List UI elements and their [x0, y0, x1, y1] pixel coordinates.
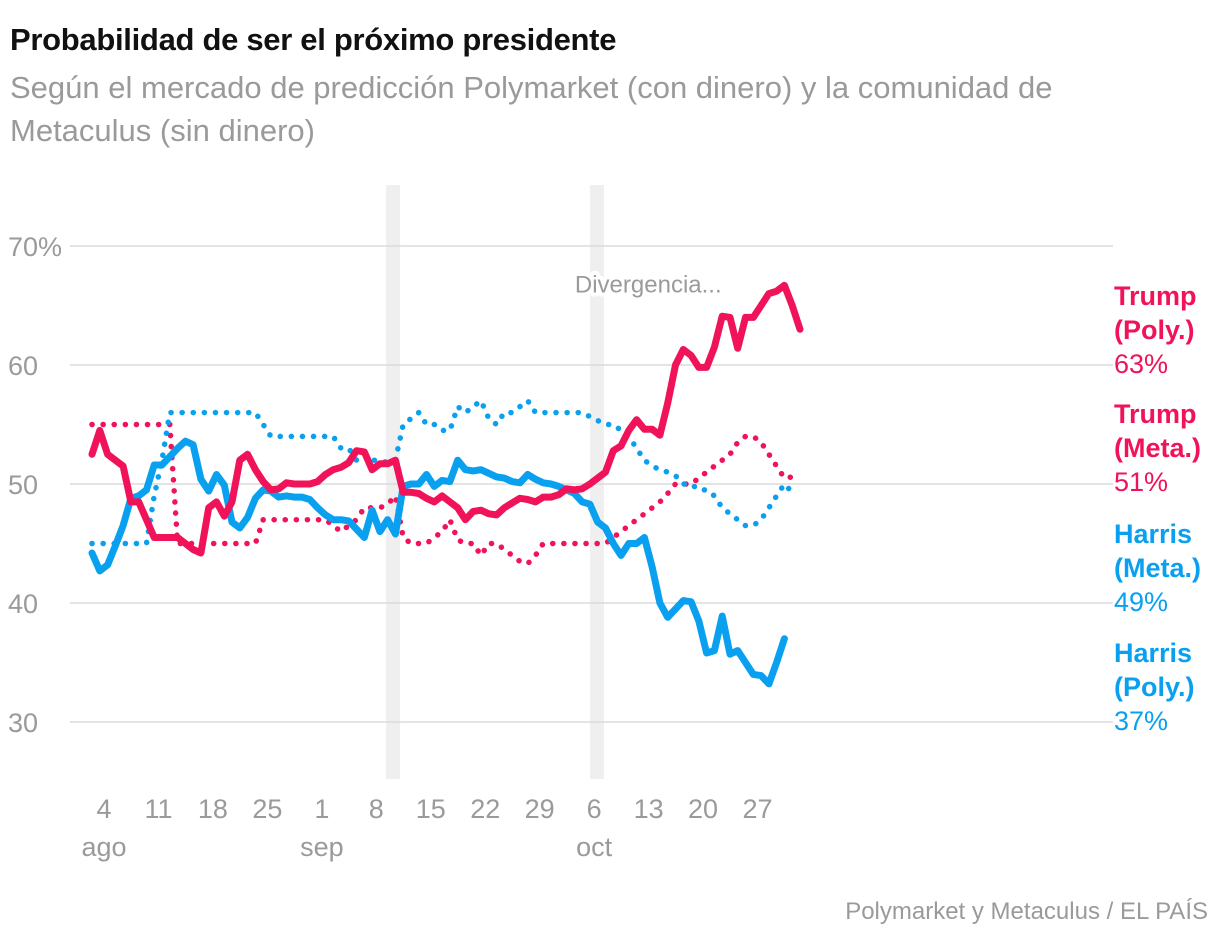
series-line-harris-meta — [89, 397, 795, 547]
y-tick-label: 70% — [8, 232, 62, 262]
annotation-layer: Divergencia... — [571, 267, 726, 302]
series-line-trump-poly — [88, 281, 804, 557]
label-trump-poly: Trump (Poly.) 63% — [1114, 281, 1197, 379]
x-tick-label: 4 — [96, 794, 111, 824]
series-label-value: 49% — [1114, 587, 1168, 617]
x-tick-label: 29 — [525, 794, 555, 824]
series-label-source: (Poly.) — [1114, 315, 1195, 345]
x-month-label: oct — [576, 832, 613, 862]
label-harris-meta: Harris (Meta.) 49% — [1114, 519, 1201, 617]
y-tick-label: 50 — [8, 470, 38, 500]
source-credit: Polymarket y Metaculus / EL PAÍS — [845, 898, 1208, 925]
x-tick-label: 11 — [144, 794, 172, 824]
grid-layer: 70% 60 50 40 30 — [8, 232, 1113, 738]
x-tick-label: 18 — [198, 794, 228, 824]
x-tick-label: 20 — [688, 794, 718, 824]
x-tick-label: 27 — [742, 794, 772, 824]
x-tick-label: 6 — [587, 794, 602, 824]
x-tick-label: 1 — [314, 794, 329, 824]
series-label-value: 51% — [1114, 467, 1168, 497]
series-line-harris-poly — [88, 437, 788, 688]
series-label-value: 63% — [1114, 349, 1168, 379]
series-label-source: (Poly.) — [1114, 672, 1195, 702]
y-tick-label: 40 — [8, 589, 38, 619]
series-layer — [88, 281, 804, 688]
series-label-name: Trump — [1114, 281, 1197, 311]
series-label-value: 37% — [1114, 706, 1168, 736]
x-tick-label: 15 — [416, 794, 446, 824]
event-band-1 — [386, 185, 401, 779]
label-trump-meta: Trump (Meta.) 51% — [1114, 399, 1201, 497]
x-month-label: ago — [81, 832, 126, 862]
series-labels: Trump (Poly.) 63% Trump (Meta.) 51% Harris (Met… — [1114, 281, 1201, 736]
x-tick-label: 8 — [369, 794, 384, 824]
label-harris-poly: Harris (Poly.) 37% — [1114, 638, 1195, 736]
x-month-label: sep — [300, 832, 344, 862]
y-tick-label: 60 — [8, 351, 38, 381]
series-label-source: (Meta.) — [1114, 553, 1201, 583]
x-tick-label: 22 — [470, 794, 500, 824]
divergence-annotation: Divergencia... — [575, 271, 722, 298]
y-tick-label: 30 — [8, 708, 38, 738]
series-label-name: Trump — [1114, 399, 1197, 429]
chart-title: Probabilidad de ser el próximo president… — [10, 22, 617, 57]
x-tick-label: 13 — [634, 794, 664, 824]
series-label-source: (Meta.) — [1114, 433, 1201, 463]
x-tick-label: 25 — [252, 794, 282, 824]
chart-subtitle: Según el mercado de predicción Polymarke… — [10, 70, 1053, 148]
series-line-trump-meta — [89, 421, 795, 567]
x-axis: 4 ago 11 18 25 1 sep 8 15 22 29 6 oct 13 20 27 — [81, 794, 772, 862]
series-label-name: Harris — [1114, 638, 1192, 668]
series-label-name: Harris — [1114, 519, 1192, 549]
